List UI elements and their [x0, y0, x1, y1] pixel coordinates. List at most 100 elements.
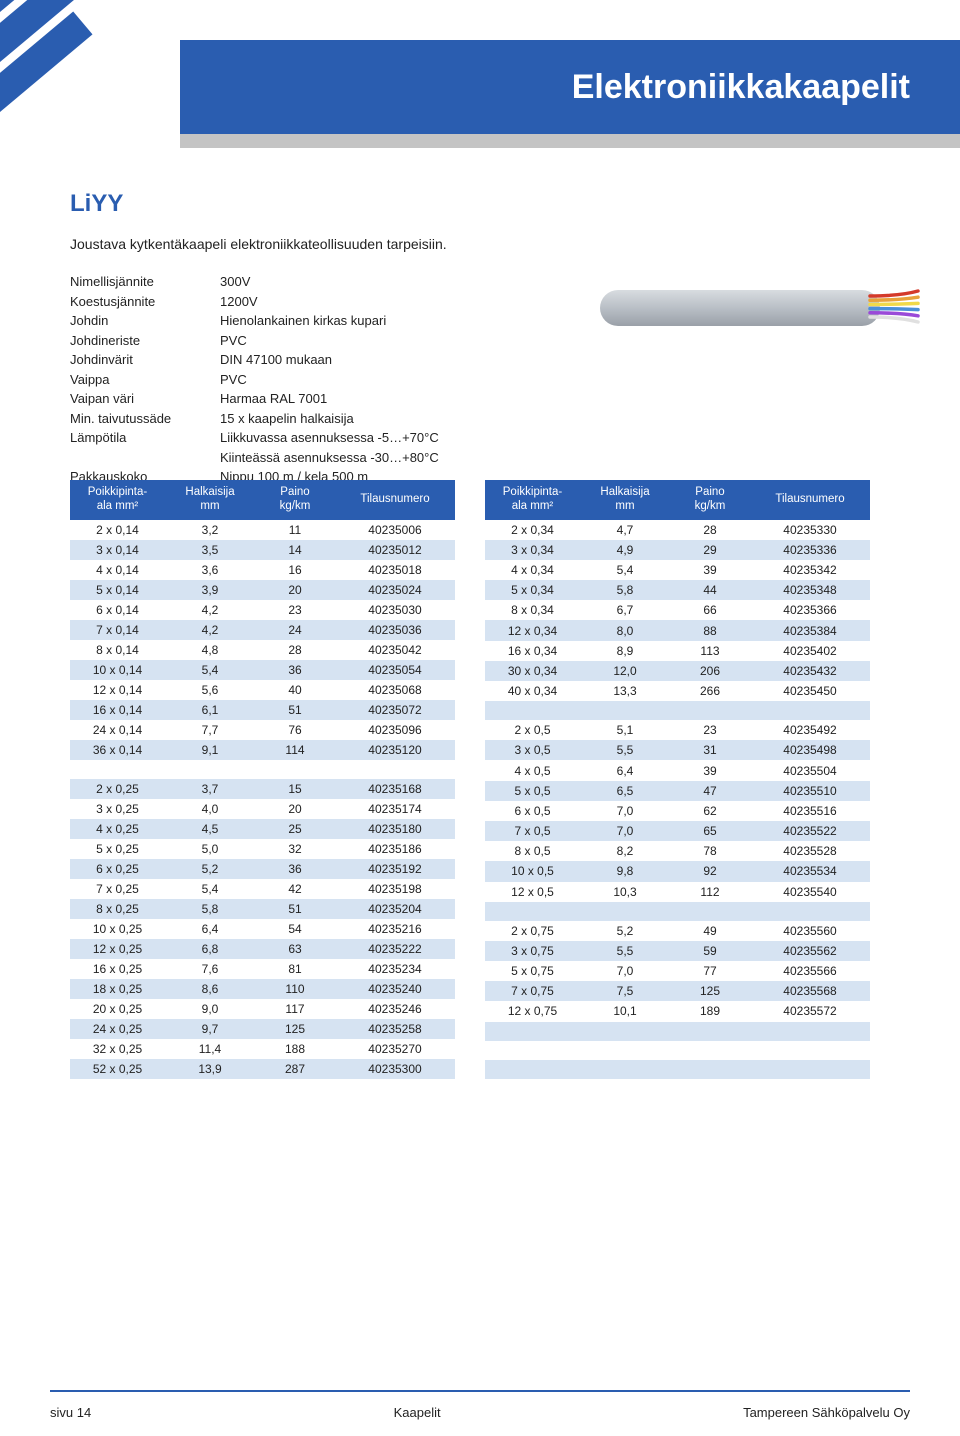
- table-cell: [580, 701, 670, 720]
- table-cell: 16 x 0,25: [70, 959, 165, 979]
- table-cell: [580, 1022, 670, 1041]
- table-row: 6 x 0,57,06240235516: [485, 801, 870, 821]
- table-cell: 12 x 0,34: [485, 620, 580, 640]
- table-cell: 5,2: [165, 859, 255, 879]
- spec-row: JohdinväritDIN 47100 mukaan: [70, 350, 910, 370]
- table-row: 2 x 0,55,12340235492: [485, 720, 870, 740]
- table-cell: 40235568: [750, 981, 870, 1001]
- table-cell: 3 x 0,25: [70, 799, 165, 819]
- spec-label: Koestusjännite: [70, 292, 220, 312]
- table-cell: 40235018: [335, 560, 455, 580]
- table-cell: 92: [670, 861, 750, 881]
- table-cell: [670, 701, 750, 720]
- table-cell: 40235492: [750, 720, 870, 740]
- table-cell: 7 x 0,14: [70, 620, 165, 640]
- table-cell: 40235450: [750, 681, 870, 701]
- table-cell: 18 x 0,25: [70, 979, 165, 999]
- spec-row: Min. taivutussäde15 x kaapelin halkaisij…: [70, 409, 910, 429]
- table-cell: 77: [670, 961, 750, 981]
- table-cell: 4 x 0,5: [485, 760, 580, 780]
- spec-row: LämpötilaLiikkuvassa asennuksessa -5…+70…: [70, 428, 910, 448]
- table-cell: 113: [670, 641, 750, 661]
- table-cell: [165, 760, 255, 779]
- table-cell: 10 x 0,25: [70, 919, 165, 939]
- spec-label: Johdinvärit: [70, 350, 220, 370]
- table-cell: 8,9: [580, 641, 670, 661]
- table-cell: 30 x 0,34: [485, 661, 580, 681]
- table-cell: 40235072: [335, 700, 455, 720]
- table-cell: 8,6: [165, 979, 255, 999]
- table-cell: 5,2: [580, 921, 670, 941]
- table-cell: 40235068: [335, 680, 455, 700]
- table-cell: 28: [670, 520, 750, 540]
- table-cell: 36: [255, 859, 335, 879]
- spec-label: Vaippa: [70, 370, 220, 390]
- table-cell: 4,7: [580, 520, 670, 540]
- table-cell: 40235120: [335, 740, 455, 760]
- table-cell: 5,0: [165, 839, 255, 859]
- table-cell: [750, 1022, 870, 1041]
- table-cell: 40235024: [335, 580, 455, 600]
- table-row: [485, 1060, 870, 1079]
- table-row: 12 x 0,348,08840235384: [485, 620, 870, 640]
- table-cell: 24 x 0,14: [70, 720, 165, 740]
- table-cell: 12 x 0,75: [485, 1001, 580, 1021]
- table-cell: 9,0: [165, 999, 255, 1019]
- table-cell: [750, 1060, 870, 1079]
- table-cell: 3,7: [165, 779, 255, 799]
- table-cell: 4 x 0,14: [70, 560, 165, 580]
- table-cell: 40235036: [335, 620, 455, 640]
- table-row: 3 x 0,755,55940235562: [485, 941, 870, 961]
- table-row: 20 x 0,259,011740235246: [70, 999, 455, 1019]
- table-cell: [670, 1022, 750, 1041]
- table-cell: 2 x 0,34: [485, 520, 580, 540]
- spec-label: Vaipan väri: [70, 389, 220, 409]
- product-description: Joustava kytkentäkaapeli elektroniikkate…: [70, 236, 910, 252]
- table-cell: 4,9: [580, 540, 670, 560]
- table-cell: 6 x 0,25: [70, 859, 165, 879]
- table-row: 10 x 0,256,45440235216: [70, 919, 455, 939]
- table-row: 6 x 0,255,23640235192: [70, 859, 455, 879]
- table-header: Tilausnumero: [335, 480, 455, 520]
- table-row: 4 x 0,254,52540235180: [70, 819, 455, 839]
- table-row: [485, 701, 870, 720]
- spec-label: Johdineriste: [70, 331, 220, 351]
- table-cell: [750, 1041, 870, 1060]
- table-cell: 40235186: [335, 839, 455, 859]
- table-cell: 7,5: [580, 981, 670, 1001]
- table-cell: 40 x 0,34: [485, 681, 580, 701]
- table-row: 16 x 0,257,68140235234: [70, 959, 455, 979]
- tables-container: Poikkipinta-ala mm²HalkaisijammPainokg/k…: [70, 480, 910, 1079]
- spec-row: Kiinteässä asennuksessa -30…+80°C: [70, 448, 910, 468]
- table-row: 4 x 0,345,43940235342: [485, 560, 870, 580]
- table-cell: 40235300: [335, 1059, 455, 1079]
- table-cell: 9,8: [580, 861, 670, 881]
- table-cell: 5 x 0,75: [485, 961, 580, 981]
- table-cell: 40235432: [750, 661, 870, 681]
- table-cell: 40235336: [750, 540, 870, 560]
- table-cell: 16 x 0,14: [70, 700, 165, 720]
- table-cell: 40235180: [335, 819, 455, 839]
- table-cell: [485, 1060, 580, 1079]
- footer-divider: [50, 1390, 910, 1392]
- table-cell: 12,0: [580, 661, 670, 681]
- spec-value: 15 x kaapelin halkaisija: [220, 409, 910, 429]
- table-row: 2 x 0,344,72840235330: [485, 520, 870, 540]
- table-cell: 5 x 0,14: [70, 580, 165, 600]
- table-cell: 5 x 0,5: [485, 781, 580, 801]
- table-cell: 78: [670, 841, 750, 861]
- spec-value: PVC: [220, 370, 910, 390]
- spec-label: [70, 448, 220, 468]
- table-row: 8 x 0,346,76640235366: [485, 600, 870, 620]
- table-cell: 5,4: [165, 879, 255, 899]
- table-cell: 40235174: [335, 799, 455, 819]
- table-cell: 6,7: [580, 600, 670, 620]
- table-cell: 65: [670, 821, 750, 841]
- table-cell: 5,8: [580, 580, 670, 600]
- table-cell: 5,5: [580, 740, 670, 760]
- table-cell: 20: [255, 799, 335, 819]
- table-row: 24 x 0,259,712540235258: [70, 1019, 455, 1039]
- table-row: 16 x 0,348,911340235402: [485, 641, 870, 661]
- table-cell: 63: [255, 939, 335, 959]
- table-cell: 51: [255, 899, 335, 919]
